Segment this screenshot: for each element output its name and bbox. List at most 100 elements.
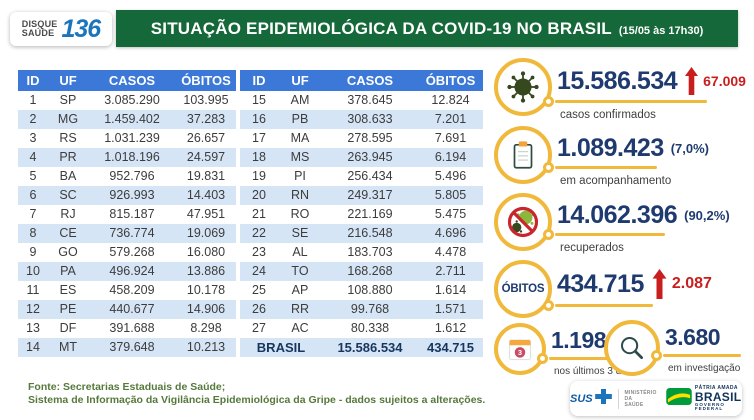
- table-cell: MS: [290, 150, 310, 164]
- table-cell: DF: [59, 321, 77, 335]
- ministry-line-2: SAÚDE: [624, 401, 644, 408]
- table-cell: 4: [29, 150, 37, 164]
- table-row: 14 MT 379.648 10.213: [18, 338, 236, 357]
- table-cell: AM: [290, 93, 310, 107]
- obitos-badge: ÓBITOS: [494, 260, 552, 318]
- sus-cross-icon: [594, 388, 612, 409]
- table-row: 26 RR 99.768 1.571: [240, 300, 483, 319]
- table-row: 16 PB 308.633 7.201: [240, 110, 483, 129]
- data-source-note: Fonte: Secretarias Estaduais de Saúde; S…: [28, 381, 485, 407]
- table-cell: PB: [291, 112, 309, 126]
- hotline-number: 136: [61, 14, 102, 43]
- table-cell: 736.774: [109, 226, 155, 240]
- table-cell: PR: [59, 150, 77, 164]
- table-cell: 1.614: [434, 283, 467, 297]
- table-cell: 25: [252, 283, 266, 297]
- patria-amada-brasil-logo: PÁTRIA AMADA BRASIL GOVERNO FEDERAL: [666, 385, 742, 412]
- table-cell: 47.951: [186, 207, 226, 221]
- table-cell: 4.696: [434, 226, 467, 240]
- recovered-value: 14.062.396: [557, 201, 678, 229]
- table-cell: 434.715: [427, 340, 474, 355]
- table-cell: 8.298: [190, 321, 222, 335]
- table-cell: UF: [59, 73, 77, 88]
- sus-logo: SUS: [570, 388, 612, 409]
- stat-recovered: 14.062.396 (90,2%) recuperados: [494, 193, 730, 254]
- table-cell: 27: [252, 321, 266, 335]
- table-cell: 13: [26, 321, 40, 335]
- table-cell: 216.548: [347, 226, 393, 240]
- table-row: 13 DF 391.688 8.298: [18, 319, 236, 338]
- table-row: 22 SE 216.548 4.696: [240, 224, 483, 243]
- table-cell: 80.338: [350, 321, 390, 335]
- source-line-1: Fonte: Secretarias Estaduais de Saúde;: [28, 381, 226, 393]
- up-arrow-icon: [685, 67, 699, 95]
- table-row: 10 PA 496.924 13.886: [18, 262, 236, 281]
- table-cell: 5.496: [434, 169, 467, 183]
- under-investigation-label: em investigação: [668, 363, 741, 374]
- table-cell: SP: [59, 93, 77, 107]
- table-cell: PE: [59, 302, 77, 316]
- confirmed-cases-value: 15.586.534: [557, 67, 678, 95]
- table-cell: 1.018.196: [104, 150, 160, 164]
- yellow-connector: [537, 353, 634, 364]
- table-cell: MG: [57, 112, 79, 126]
- table-row: 4 PR 1.018.196 24.597: [18, 148, 236, 167]
- table-cell: 15: [252, 93, 266, 107]
- table-cell: ES: [59, 283, 77, 297]
- table-cell: 22: [252, 226, 266, 240]
- table-cell: 99.768: [350, 302, 390, 316]
- table-cell: 11: [26, 283, 40, 297]
- table-cell: UF: [291, 73, 309, 88]
- table-cell: 6.194: [434, 150, 467, 164]
- table-cell: 6: [29, 188, 37, 202]
- table-cell: RJ: [60, 207, 76, 221]
- monitoring-label: em acompanhamento: [560, 175, 672, 187]
- table-row: 6 SC 926.993 14.403: [18, 186, 236, 205]
- table-cell: 249.317: [347, 188, 393, 202]
- table-cell: PA: [60, 264, 76, 278]
- virus-icon: [494, 58, 552, 116]
- table-cell: 19: [252, 169, 266, 183]
- deaths-last3days-value: 1.198: [551, 327, 607, 353]
- no-virus-icon: [494, 193, 552, 251]
- table-cell: AP: [291, 283, 309, 297]
- table-row: 21 RO 221.169 5.475: [240, 205, 483, 224]
- stat-confirmed-cases: 15.586.534 67.009 casos confirmados: [494, 58, 746, 121]
- logo-divider: [617, 388, 619, 409]
- table-cell: 1: [29, 93, 37, 107]
- table-cell: 815.187: [109, 207, 155, 221]
- government-logos: SUS MINISTÉRIO DA SAÚDE PÁTRIA AMADA BRA…: [570, 381, 742, 416]
- ministry-line-1: MINISTÉRIO DA: [624, 389, 657, 402]
- table-cell: MA: [290, 131, 310, 145]
- table-cell: 8: [29, 226, 37, 240]
- recovered-label: recuperados: [560, 242, 624, 254]
- table-cell: 18: [252, 150, 266, 164]
- table-row: 27 AC 80.338 1.612: [240, 319, 483, 338]
- table-cell: PI: [294, 169, 306, 183]
- table-cell: 17: [252, 131, 266, 145]
- table-row: 2 MG 1.459.402 37.283: [18, 110, 236, 129]
- table-cell: 256.434: [347, 169, 393, 183]
- recovered-percent: (90,2%): [684, 207, 730, 223]
- table-cell: CE: [59, 226, 77, 240]
- yellow-connector: [543, 300, 712, 311]
- sus-label: SUS: [570, 392, 593, 405]
- table-cell: RS: [59, 131, 77, 145]
- table-cell: 19.831: [186, 169, 226, 183]
- stat-deaths: ÓBITOS 434.715 2.087: [494, 260, 712, 318]
- stat-monitoring: 1.089.423 (7,0%) em acompanhamento: [494, 126, 709, 187]
- table-cell: 15.586.534: [337, 340, 403, 355]
- table-row: 20 RN 249.317 5.805: [240, 186, 483, 205]
- table-cell: 221.169: [347, 207, 393, 221]
- table-cell: 308.633: [347, 112, 393, 126]
- clipboard-icon: [494, 126, 552, 184]
- table-cell: 12: [26, 302, 40, 316]
- table-cell: 103.995: [183, 93, 229, 107]
- table-cell: 458.209: [109, 283, 155, 297]
- under-investigation-value: 3.680: [665, 324, 721, 350]
- table-cell: RN: [290, 188, 310, 202]
- table-row: 9 GO 579.268 16.080: [18, 243, 236, 262]
- table-cell: 14.403: [186, 188, 226, 202]
- table-row: 17 MA 278.595 7.691: [240, 129, 483, 148]
- states-table-1: ID UF CASOS ÓBITOS 1 SP 3.085.290 103.995 2 MG 1.4…: [18, 70, 236, 357]
